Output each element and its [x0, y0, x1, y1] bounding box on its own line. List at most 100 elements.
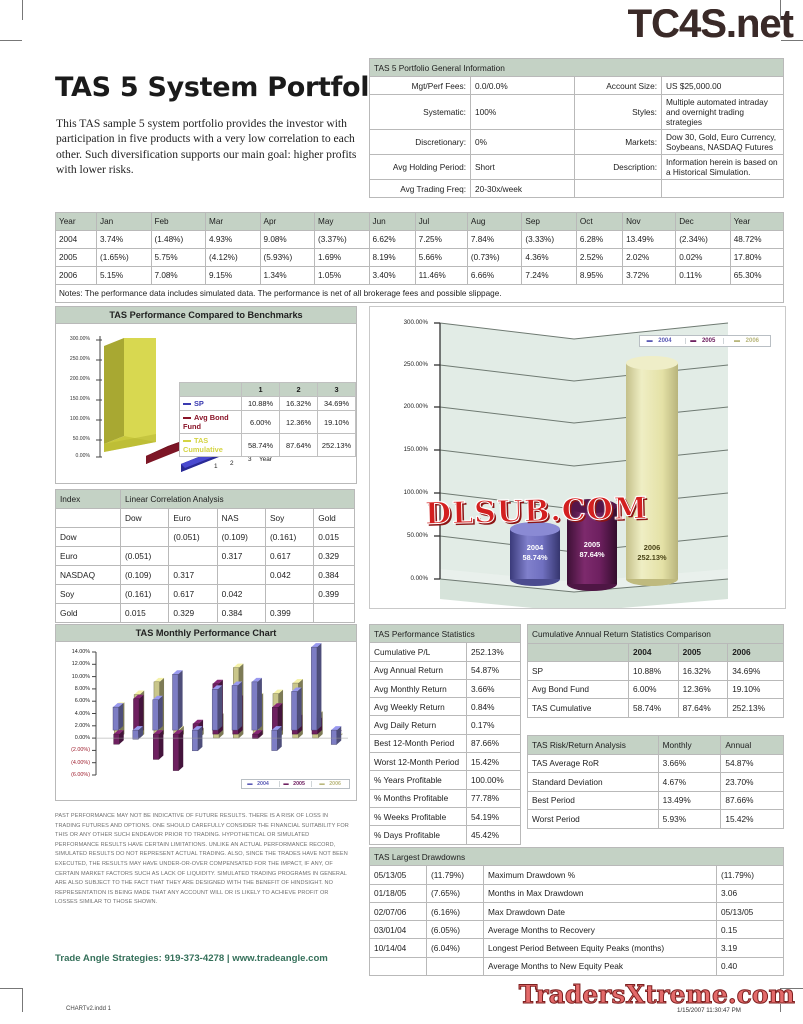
general-info-row: Discretionary: 0% Markets: Dow 30, Gold, Eu…	[369, 129, 784, 155]
general-info-value2: Dow 30, Gold, Euro Currency, Soybeans, N…	[661, 129, 784, 155]
general-info-label: Avg Holding Period:	[369, 154, 471, 180]
monthly-cell: 5.15%	[96, 266, 152, 285]
cumret-cell: 87.64%	[677, 698, 729, 718]
crop-mark-top-right-v	[780, 0, 781, 20]
monthly-bar	[153, 730, 164, 760]
cumret-cell: 19.10%	[727, 679, 784, 699]
general-info-row: Systematic: 100% Styles: Multiple automated…	[369, 94, 784, 130]
intro-paragraph: This TAS sample 5 system portfolio provi…	[56, 117, 357, 177]
bench-legend-row: SP 10.88% 16.32% 34.69%	[179, 396, 356, 411]
benchmark-legend-table: 1 2 3 SP 10.88% 16.32% 34.69% Avg Bond Fund 6.00…	[179, 382, 356, 457]
monthly-col-header: Oct	[575, 212, 624, 231]
perf-stats-title: TAS Performance Statistics	[369, 623, 521, 644]
monthly-col-header: May	[314, 212, 370, 231]
table-row: Worst 12-Month Period 15.42%	[369, 752, 521, 772]
correlation-cell: 0.042	[216, 584, 266, 604]
monthly-chart-svg	[92, 643, 348, 776]
bench-xtick-2: 2	[230, 460, 234, 467]
monthly-col-header: Jan	[96, 212, 152, 231]
bench-legend-col: 2	[279, 382, 318, 397]
monthly-cell: 9.15%	[205, 266, 261, 285]
monthly-cell: 3.40%	[368, 266, 416, 285]
drawdown-metric-label: Max Drawdown Date	[483, 901, 717, 922]
monthly-bar	[172, 730, 184, 771]
monthly-col-header: Aug	[466, 212, 523, 231]
perf-stat-label: Avg Annual Return	[369, 660, 467, 680]
monthly-cell: 5.66%	[414, 248, 468, 267]
perf-stat-label: Cumulative P/L	[369, 642, 467, 662]
correlation-sub-header: Soy	[264, 508, 315, 528]
drawdown-metric-value: 0.40	[716, 956, 784, 977]
bench-ytick-2: 200.00%	[69, 376, 90, 382]
perf-stat-label: % Days Profitable	[369, 825, 467, 845]
monthly-bar	[211, 685, 223, 731]
crop-mark-top-right	[781, 40, 803, 41]
monthly-cell: (1.65%)	[96, 248, 152, 267]
benchmark-chart-title: TAS Performance Compared to Benchmarks	[56, 307, 356, 324]
monthly-col-header: Dec	[675, 212, 731, 231]
monthly-cell: (3.33%)	[521, 230, 577, 249]
general-info-label: Mgt/Perf Fees:	[369, 76, 471, 95]
annual-ytick-4: 100.00%	[403, 489, 428, 496]
monthly-ytick: (2.00%)	[71, 747, 90, 754]
general-info-row: Avg Trading Freq: 20-30x/week	[369, 179, 784, 198]
annual-legend-2004: ▬ 2004	[646, 338, 672, 344]
monthly-cell: 7.25%	[414, 230, 468, 249]
drawdown-metric-value: (11.79%)	[716, 865, 784, 885]
bench-xtick-3: 3	[248, 456, 252, 463]
bench-legend-series-name: Avg Bond Fund	[179, 410, 242, 434]
annual-chart-svg	[434, 322, 729, 608]
correlation-cell: 0.317	[216, 546, 266, 566]
riskret-row-label: Standard Deviation	[527, 772, 659, 792]
bench-ytick-0: 300.00%	[69, 336, 90, 342]
cumulative-return-table: Cumulative Annual Return Statistics Comp…	[527, 624, 784, 718]
perf-stat-value: 54.19%	[466, 806, 521, 827]
correlation-row-label: Soy	[55, 584, 121, 604]
monthly-ytick: 8.00%	[74, 685, 90, 692]
correlation-cell: 0.042	[264, 565, 315, 585]
monthly-cell: 4.36%	[521, 248, 577, 267]
correlation-row-label: Dow	[55, 527, 121, 547]
correlation-row-label: NASDAQ	[55, 565, 121, 585]
monthly-cell: 17.80%	[729, 248, 785, 267]
correlation-cell	[168, 546, 218, 566]
table-row: Soy (0.161) 0.617 0.042 0.399	[55, 584, 355, 604]
correlation-cell: (0.051)	[168, 527, 218, 547]
annual-ytick-0: 300.00%	[403, 319, 428, 326]
correlation-cell: 0.329	[168, 603, 218, 623]
table-row: Cumulative P/L 252.13%	[369, 642, 521, 662]
monthly-ytick: 6.00%	[74, 698, 90, 705]
riskret-cell: 3.66%	[657, 753, 722, 773]
monthly-bar	[132, 726, 143, 740]
performance-statistics-table: TAS Performance Statistics Cumulative P/…	[369, 623, 521, 845]
bench-legend-value: 10.88%	[241, 396, 280, 411]
monthly-bar	[133, 694, 144, 735]
monthly-cell: 3.74%	[96, 230, 152, 249]
footer-file-note: CHARTv2.indd 1	[66, 1006, 111, 1012]
cumret-col-header: 2006	[727, 642, 784, 662]
legend-swatch-icon	[183, 417, 191, 420]
annual-bar-label-2006: 2006 252.13%	[637, 543, 667, 562]
annual-legend-2005: ▬ 2005	[685, 338, 725, 344]
monthly-ytick: (4.00%)	[71, 759, 90, 766]
cumret-cell: 12.36%	[677, 679, 729, 699]
general-info-value: 0%	[470, 129, 575, 155]
annual-bar-label-2004: 2004 58.74%	[522, 543, 548, 562]
bench-legend-col: 1	[241, 382, 280, 397]
table-row: Avg Monthly Return 3.66%	[369, 678, 521, 699]
monthly-cell: (2.34%)	[675, 230, 731, 249]
monthly-col-header: Feb	[150, 212, 206, 231]
correlation-sub-header: Euro	[168, 508, 218, 528]
general-info-label2: Markets:	[574, 129, 662, 155]
monthly-cell: 2.02%	[622, 248, 677, 267]
general-info-value: 0.0/0.0%	[470, 76, 575, 95]
risk-return-table: TAS Risk/Return Analysis Monthly Annual TA…	[527, 735, 784, 829]
correlation-sub-header: Dow	[119, 508, 170, 528]
monthly-ytick: 4.00%	[74, 710, 90, 717]
correlation-cell: (0.051)	[119, 546, 170, 566]
general-info-value: Short	[470, 154, 575, 180]
bench-legend-value: 19.10%	[317, 410, 356, 434]
general-info-value: 100%	[470, 94, 575, 130]
monthly-performance-chart: TAS Monthly Performance Chart 14.00% 12.0…	[55, 624, 357, 801]
